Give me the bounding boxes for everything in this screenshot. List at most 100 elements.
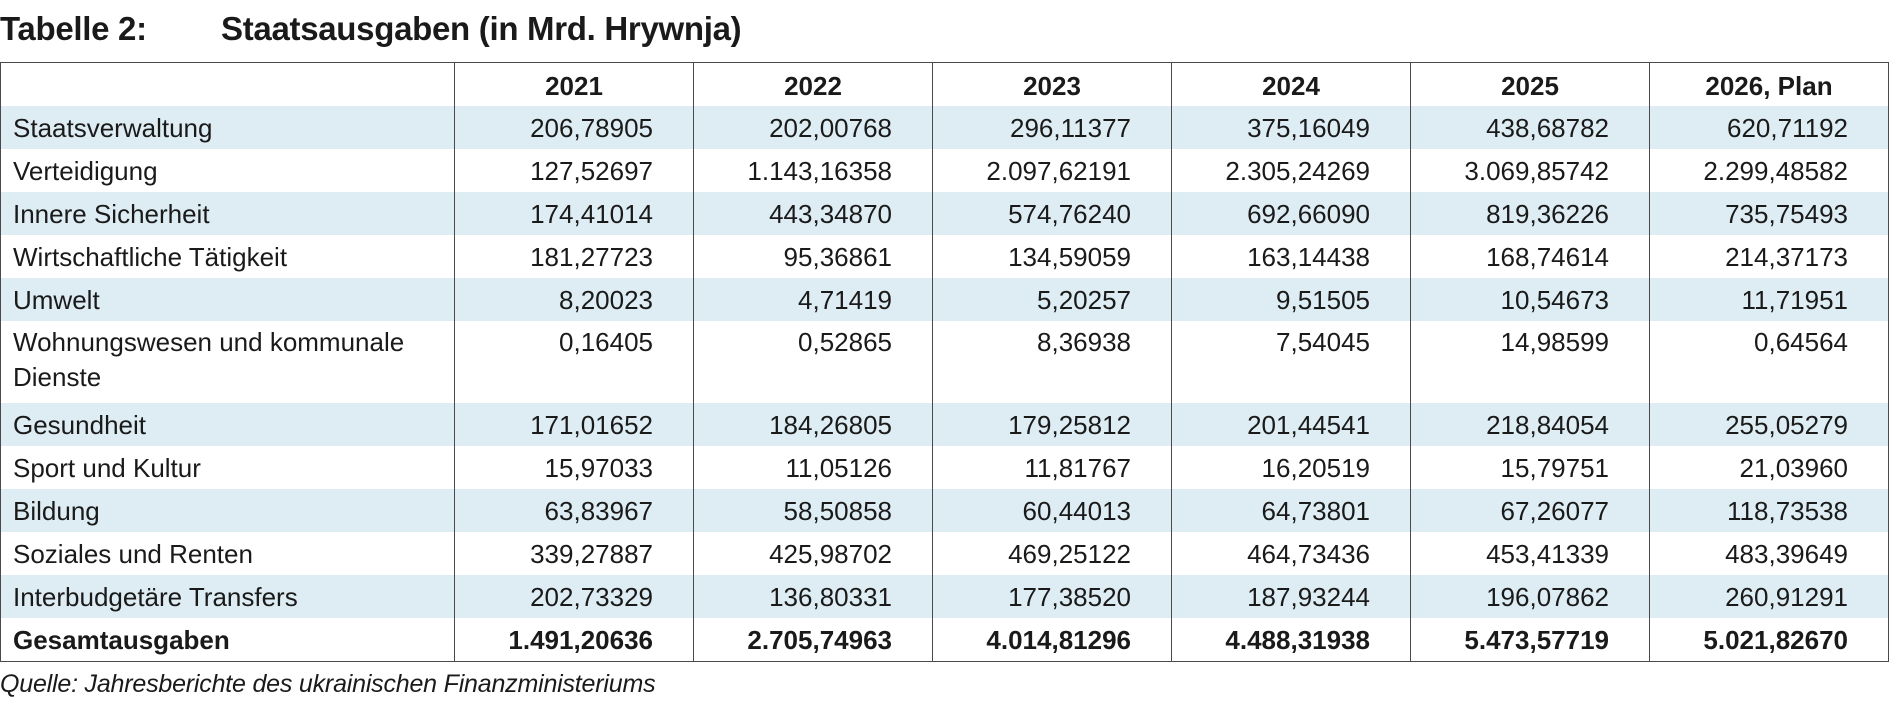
- row-label: Umwelt: [0, 278, 455, 321]
- value-cell: 425,98702: [693, 532, 933, 575]
- column-header: 2023: [932, 62, 1172, 106]
- table-body: Staatsverwaltung 206,78905 202,00768 296,11…: [0, 106, 1889, 662]
- row-label: Verteidigung: [0, 149, 455, 192]
- table-title: Staatsausgaben (in Mrd. Hrywnja): [221, 10, 742, 47]
- row-label: Wohnungswesen und kommunale Dienste: [0, 321, 455, 403]
- value-cell: 174,41014: [454, 192, 694, 235]
- column-header: 2022: [693, 62, 933, 106]
- table-total-row: Gesamtausgaben 1.491,20636 2.705,74963 4.01…: [0, 618, 1889, 662]
- value-cell: 64,73801: [1171, 489, 1411, 532]
- value-cell: 453,41339: [1410, 532, 1650, 575]
- value-cell: 11,81767: [932, 446, 1172, 489]
- row-label: Innere Sicherheit: [0, 192, 455, 235]
- value-cell: 1.143,16358: [693, 149, 933, 192]
- column-header: 2025: [1410, 62, 1650, 106]
- value-cell: 136,80331: [693, 575, 933, 618]
- table-row: Wirtschaftliche Tätigkeit 181,27723 95,368…: [0, 235, 1889, 278]
- row-label: Wirtschaftliche Tätigkeit: [0, 235, 455, 278]
- value-cell: 443,34870: [693, 192, 933, 235]
- value-cell: 2.299,48582: [1649, 149, 1889, 192]
- row-label: Gesamtausgaben: [0, 618, 455, 662]
- value-cell: 134,59059: [932, 235, 1172, 278]
- table-row: Gesundheit 171,01652 184,26805 179,25812 201…: [0, 403, 1889, 446]
- value-cell: 2.097,62191: [932, 149, 1172, 192]
- value-cell: 260,91291: [1649, 575, 1889, 618]
- value-cell: 469,25122: [932, 532, 1172, 575]
- row-label: Staatsverwaltung: [0, 106, 455, 149]
- value-cell: 7,54045: [1171, 321, 1411, 403]
- value-cell: 8,36938: [932, 321, 1172, 403]
- value-cell: 2.705,74963: [693, 618, 933, 662]
- value-cell: 620,71192: [1649, 106, 1889, 149]
- row-label: Soziales und Renten: [0, 532, 455, 575]
- value-cell: 58,50858: [693, 489, 933, 532]
- value-cell: 14,98599: [1410, 321, 1650, 403]
- table-row: Wohnungswesen und kommunale Dienste 0,164…: [0, 321, 1889, 403]
- value-cell: 11,05126: [693, 446, 933, 489]
- value-cell: 95,36861: [693, 235, 933, 278]
- value-cell: 10,54673: [1410, 278, 1650, 321]
- row-label: Gesundheit: [0, 403, 455, 446]
- value-cell: 255,05279: [1649, 403, 1889, 446]
- value-cell: 201,44541: [1171, 403, 1411, 446]
- value-cell: 4.014,81296: [932, 618, 1172, 662]
- value-cell: 4.488,31938: [1171, 618, 1411, 662]
- value-cell: 4,71419: [693, 278, 933, 321]
- value-cell: 0,64564: [1649, 321, 1889, 403]
- table-row: Interbudgetäre Transfers 202,73329 136,803…: [0, 575, 1889, 618]
- table-row: Umwelt 8,20023 4,71419 5,20257 9,51505 10,546…: [0, 278, 1889, 321]
- value-cell: 15,79751: [1410, 446, 1650, 489]
- value-cell: 202,00768: [693, 106, 933, 149]
- value-cell: 11,71951: [1649, 278, 1889, 321]
- value-cell: 60,44013: [932, 489, 1172, 532]
- row-label: Sport und Kultur: [0, 446, 455, 489]
- value-cell: 171,01652: [454, 403, 694, 446]
- value-cell: 438,68782: [1410, 106, 1650, 149]
- value-cell: 184,26805: [693, 403, 933, 446]
- value-cell: 735,75493: [1649, 192, 1889, 235]
- value-cell: 187,93244: [1171, 575, 1411, 618]
- value-cell: 8,20023: [454, 278, 694, 321]
- value-cell: 5,20257: [932, 278, 1172, 321]
- value-cell: 15,97033: [454, 446, 694, 489]
- value-cell: 196,07862: [1410, 575, 1650, 618]
- value-cell: 574,76240: [932, 192, 1172, 235]
- table-row: Soziales und Renten 339,27887 425,98702 469…: [0, 532, 1889, 575]
- table-number-label: Tabelle 2:: [0, 10, 147, 47]
- value-cell: 3.069,85742: [1410, 149, 1650, 192]
- expenditure-table: 2021 2022 2023 2024 2025 2026, Plan Staa…: [0, 62, 1889, 662]
- column-header: 2021: [454, 62, 694, 106]
- value-cell: 5.473,57719: [1410, 618, 1650, 662]
- table-header-row: 2021 2022 2023 2024 2025 2026, Plan: [0, 62, 1889, 106]
- value-cell: 63,83967: [454, 489, 694, 532]
- table-caption: Tabelle 2: Staatsausgaben (in Mrd. Hrywn…: [0, 4, 742, 54]
- table-row: Sport und Kultur 15,97033 11,05126 11,81767…: [0, 446, 1889, 489]
- table-row: Verteidigung 127,52697 1.143,16358 2.097,62…: [0, 149, 1889, 192]
- row-label: Interbudgetäre Transfers: [0, 575, 455, 618]
- value-cell: 181,27723: [454, 235, 694, 278]
- value-cell: 163,14438: [1171, 235, 1411, 278]
- value-cell: 206,78905: [454, 106, 694, 149]
- value-cell: 5.021,82670: [1649, 618, 1889, 662]
- value-cell: 1.491,20636: [454, 618, 694, 662]
- row-label: Bildung: [0, 489, 455, 532]
- value-cell: 0,16405: [454, 321, 694, 403]
- value-cell: 375,16049: [1171, 106, 1411, 149]
- value-cell: 296,11377: [932, 106, 1172, 149]
- value-cell: 16,20519: [1171, 446, 1411, 489]
- value-cell: 21,03960: [1649, 446, 1889, 489]
- value-cell: 202,73329: [454, 575, 694, 618]
- source-note: Quelle: Jahresberichte des ukrainischen …: [0, 670, 656, 698]
- value-cell: 177,38520: [932, 575, 1172, 618]
- value-cell: 67,26077: [1410, 489, 1650, 532]
- value-cell: 9,51505: [1171, 278, 1411, 321]
- value-cell: 819,36226: [1410, 192, 1650, 235]
- value-cell: 0,52865: [693, 321, 933, 403]
- table-row: Innere Sicherheit 174,41014 443,34870 574,7…: [0, 192, 1889, 235]
- value-cell: 179,25812: [932, 403, 1172, 446]
- table-row: Bildung 63,83967 58,50858 60,44013 64,73801 6…: [0, 489, 1889, 532]
- value-cell: 464,73436: [1171, 532, 1411, 575]
- column-header: 2026, Plan: [1649, 62, 1889, 106]
- value-cell: 2.305,24269: [1171, 149, 1411, 192]
